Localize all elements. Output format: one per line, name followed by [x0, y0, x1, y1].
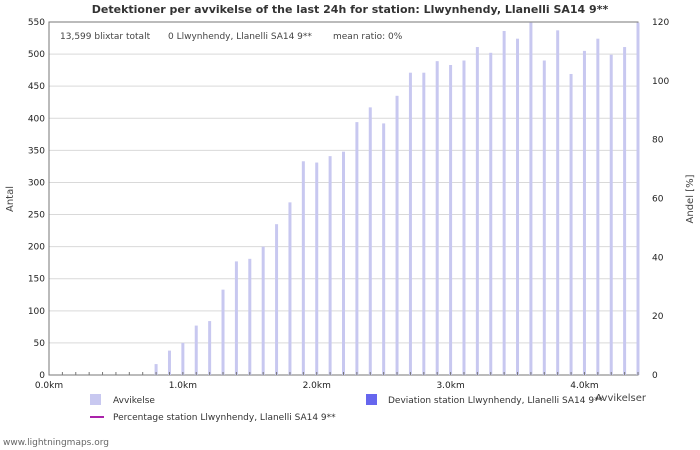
bar-avvikelse: [301, 161, 305, 375]
y-tick-label: 200: [28, 243, 45, 253]
y-tick-label: 500: [28, 50, 45, 60]
y-tick-label: 100: [28, 307, 45, 317]
y2-tick-label: 100: [652, 77, 669, 87]
info-ratio: mean ratio: 0%: [333, 32, 403, 42]
bars: [154, 22, 640, 376]
info-station: 0 Llwynhendy, Llanelli SA14 9**: [168, 32, 312, 42]
bar-avvikelse: [261, 246, 265, 375]
chart-title: Detektioner per avvikelse of the last 24…: [92, 3, 609, 16]
x-tick-label: 0.0km: [35, 381, 63, 391]
legend-label-avvikelse: Avvikelse: [113, 396, 155, 406]
bar-avvikelse: [154, 364, 158, 375]
x-tick-label: 1.0km: [169, 381, 197, 391]
y-axis-label: Antal: [5, 186, 16, 212]
y2-tick-label: 60: [652, 195, 664, 205]
legend: Avvikelse Deviation station Llwynhendy, …: [90, 394, 604, 423]
bar-avvikelse: [275, 224, 279, 375]
info-line: 13,599 blixtar totalt 0 Llwynhendy, Llan…: [60, 32, 403, 42]
x-tick-label: 3.0km: [436, 381, 464, 391]
bar-avvikelse: [475, 47, 479, 375]
legend-label-deviation: Deviation station Llwynhendy, Llanelli S…: [388, 396, 604, 406]
bar-avvikelse: [569, 73, 573, 375]
bar-avvikelse: [167, 350, 171, 375]
y2-tick-label: 120: [652, 18, 669, 28]
y-axis-ticks: 0 50 100 150 200 250 300 350 400 450 500 550: [28, 18, 45, 381]
y-tick-label: 0: [39, 371, 45, 381]
x-tick-label: 2.0km: [303, 381, 331, 391]
info-total: 13,599 blixtar totalt: [60, 32, 151, 42]
bar-avvikelse: [556, 30, 560, 376]
y-tick-label: 400: [28, 114, 45, 124]
bar-avvikelse: [582, 50, 586, 376]
legend-label-percentage: Percentage station Llwynhendy, Llanelli …: [113, 413, 336, 423]
bar-avvikelse: [422, 72, 426, 375]
bar-avvikelse: [288, 202, 292, 375]
y-tick-label: 350: [28, 146, 45, 156]
footer-credit: www.lightningmaps.org: [3, 438, 109, 448]
y-tick-label: 50: [34, 339, 46, 349]
bar-avvikelse: [596, 38, 600, 376]
bar-avvikelse: [516, 38, 520, 376]
bar-avvikelse: [234, 261, 238, 375]
bar-avvikelse: [382, 123, 386, 375]
bar-avvikelse: [248, 258, 252, 375]
bar-avvikelse: [462, 60, 466, 375]
y-tick-label: 150: [28, 275, 45, 285]
y2-axis-ticks: 0 20 40 60 80 100 120: [652, 18, 669, 381]
bar-avvikelse: [542, 60, 546, 375]
legend-swatch-deviation: [366, 394, 377, 405]
bar-avvikelse: [208, 321, 212, 375]
bar-avvikelse: [623, 47, 627, 375]
bar-avvikelse: [221, 289, 225, 375]
bar-avvikelse: [395, 95, 399, 376]
y2-tick-label: 40: [652, 253, 664, 263]
bar-avvikelse: [315, 162, 319, 375]
bar-avvikelse: [181, 342, 185, 375]
bar-avvikelse: [328, 156, 332, 375]
bar-avvikelse: [609, 54, 613, 375]
x-axis-label: Avvikelser: [595, 393, 647, 404]
bar-avvikelse: [489, 52, 493, 375]
bar-avvikelse: [194, 325, 198, 375]
y-tick-label: 300: [28, 178, 45, 188]
legend-swatch-avvikelse: [90, 394, 101, 405]
y2-tick-label: 20: [652, 312, 664, 322]
bar-avvikelse: [342, 151, 345, 375]
y-tick-label: 550: [28, 18, 45, 28]
bar-avvikelse: [368, 107, 372, 375]
bar-avvikelse: [529, 22, 533, 376]
bar-avvikelse: [636, 22, 640, 376]
x-axis-ticks: 0.0km 1.0km 2.0km 3.0km 4.0km: [35, 372, 639, 391]
y2-tick-label: 0: [652, 371, 658, 381]
bar-avvikelse: [449, 65, 453, 375]
bar-avvikelse: [435, 61, 439, 375]
bar-avvikelse: [408, 72, 412, 375]
y2-tick-label: 80: [652, 136, 664, 146]
y-tick-label: 450: [28, 82, 45, 92]
y-tick-label: 250: [28, 211, 45, 221]
y2-axis-label: Andel [%]: [685, 174, 696, 223]
x-tick-label: 4.0km: [570, 381, 598, 391]
bar-avvikelse: [355, 122, 359, 376]
bar-avvikelse: [502, 30, 506, 376]
